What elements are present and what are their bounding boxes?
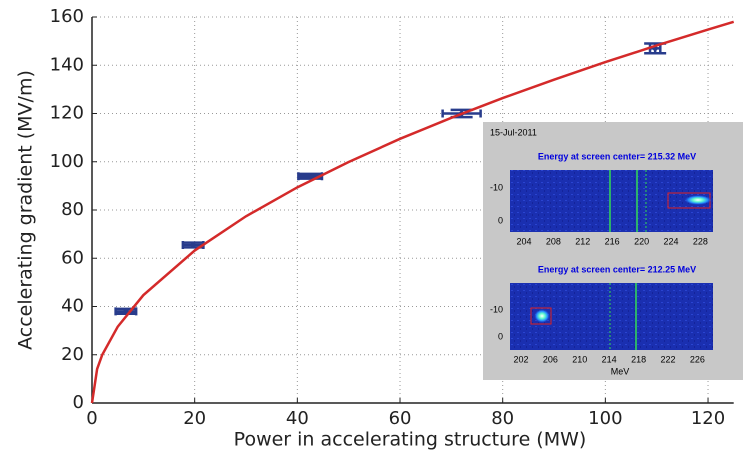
inset-title: Energy at screen center= 212.25 MeV bbox=[538, 264, 696, 274]
y-tick-label: 100 bbox=[50, 151, 84, 172]
inset-y-tick: 0 bbox=[498, 331, 503, 341]
inset-x-tick: 204 bbox=[516, 236, 531, 246]
y-tick-label: 80 bbox=[61, 199, 84, 220]
inset-title: Energy at screen center= 215.32 MeV bbox=[538, 151, 696, 161]
inset-x-tick: 216 bbox=[605, 236, 620, 246]
inset-date: 15-Jul-2011 bbox=[490, 127, 537, 137]
inset-x-tick: 208 bbox=[546, 236, 561, 246]
data-point bbox=[308, 174, 313, 179]
beam-image bbox=[510, 170, 713, 232]
inset-x-tick: 226 bbox=[690, 354, 705, 364]
x-tick-label: 80 bbox=[491, 408, 514, 429]
y-tick-label: 140 bbox=[50, 54, 84, 75]
x-tick-label: 120 bbox=[691, 408, 725, 429]
x-tick-label: 20 bbox=[183, 408, 206, 429]
inset-x-tick: 212 bbox=[575, 236, 590, 246]
y-tick-label: 20 bbox=[61, 344, 84, 365]
y-tick-label: 60 bbox=[61, 247, 84, 268]
y-tick-label: 160 bbox=[50, 6, 84, 27]
beam-spot bbox=[684, 195, 712, 205]
inset-x-tick: 210 bbox=[572, 354, 587, 364]
chart: Power in accelerating structure (MW) Acc… bbox=[0, 0, 743, 456]
inset-x-tick: 224 bbox=[663, 236, 678, 246]
x-tick-label: 100 bbox=[588, 408, 622, 429]
y-tick-label: 40 bbox=[61, 296, 84, 317]
inset-y-tick: -10 bbox=[490, 182, 503, 192]
inset-y-tick: -10 bbox=[490, 304, 503, 314]
data-point bbox=[191, 242, 196, 247]
inset-x-tick: 220 bbox=[634, 236, 649, 246]
y-axis-label: Accelerating gradient (MV/m) bbox=[15, 70, 37, 350]
inset-x-tick: 228 bbox=[693, 236, 708, 246]
inset: 15-Jul-2011 MeV Energy at screen center=… bbox=[483, 122, 743, 380]
y-tick-label: 0 bbox=[73, 392, 84, 413]
x-tick-label: 60 bbox=[389, 408, 412, 429]
inset-x-tick: 218 bbox=[631, 354, 646, 364]
beam-spot bbox=[534, 309, 550, 323]
inset-x-tick: 206 bbox=[543, 354, 558, 364]
inset-x-tick: 222 bbox=[660, 354, 675, 364]
y-tick-label: 120 bbox=[50, 103, 84, 124]
x-tick-label: 0 bbox=[86, 408, 97, 429]
x-axis-label: Power in accelerating structure (MW) bbox=[234, 429, 587, 451]
x-tick-label: 40 bbox=[286, 408, 309, 429]
inset-x-label: MeV bbox=[611, 366, 630, 376]
inset-x-tick: 214 bbox=[602, 354, 617, 364]
inset-y-tick: 0 bbox=[498, 215, 503, 225]
inset-x-tick: 202 bbox=[513, 354, 528, 364]
